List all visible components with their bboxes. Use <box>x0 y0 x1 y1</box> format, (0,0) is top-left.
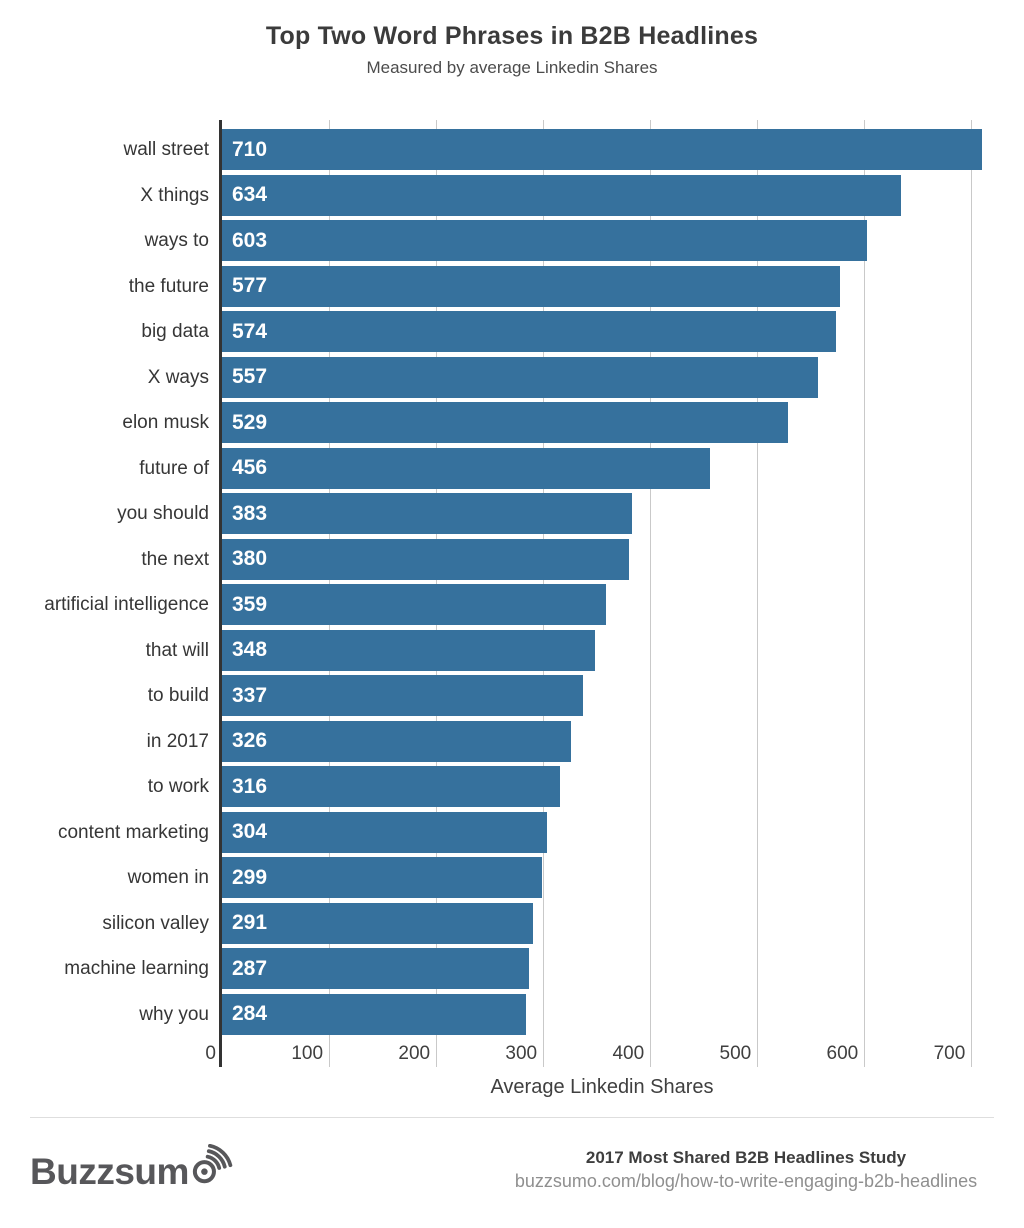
category-label: silicon valley <box>102 912 209 934</box>
logo-text: Buzzsum <box>30 1151 189 1192</box>
bar-value-label: 316 <box>232 774 268 798</box>
category-label: future of <box>139 457 209 479</box>
category-label: women in <box>127 867 209 888</box>
bar-value-label: 574 <box>232 319 268 343</box>
bar-value-label: 304 <box>232 820 268 844</box>
category-label: X ways <box>147 366 209 388</box>
bar: 287 <box>222 948 530 990</box>
gridline <box>970 120 972 1067</box>
study-title: 2017 Most Shared B2B Headlines Study <box>585 1148 907 1167</box>
x-tick-label: 400 <box>612 1043 645 1064</box>
bar-value-label: 359 <box>232 592 268 616</box>
chart-title: Top Two Word Phrases in B2B Headlines <box>265 22 759 50</box>
bar: 359 <box>222 584 607 626</box>
category-label: that will <box>145 639 209 661</box>
bar: 348 <box>222 629 595 671</box>
category-label: the next <box>141 548 209 570</box>
gridline <box>649 120 651 1067</box>
category-label: you should <box>117 503 209 524</box>
study-url: buzzsumo.com/blog/how-to-write-engaging-… <box>514 1171 978 1191</box>
bar-value-label: 284 <box>232 1002 268 1026</box>
x-tick-label: 0 <box>205 1043 216 1064</box>
broadcast-o-icon <box>190 1143 236 1191</box>
bar: 383 <box>222 493 632 535</box>
bar: 284 <box>222 993 526 1035</box>
bar-value-label: 383 <box>232 501 268 525</box>
footer-credit: 2017 Most Shared B2B Headlines Study buz… <box>466 1148 1024 1192</box>
category-label: the future <box>128 275 209 297</box>
bar: 529 <box>222 402 789 444</box>
bar: 304 <box>222 811 548 853</box>
bar-value-label: 380 <box>232 547 268 571</box>
bar: 316 <box>222 766 561 808</box>
bar-value-label: 299 <box>232 865 268 889</box>
category-label: in 2017 <box>146 730 209 752</box>
bar-value-label: 291 <box>232 911 268 935</box>
plot-area: 710 634 603 577 574 557 529 456 383 380 359 348 337 3… <box>219 120 982 1067</box>
bar: 299 <box>222 857 543 899</box>
x-tick-label: 100 <box>291 1043 324 1064</box>
bar: 291 <box>222 902 534 944</box>
x-tick-label: 200 <box>398 1043 431 1064</box>
bar: 603 <box>222 220 868 262</box>
category-label: X things <box>140 184 209 206</box>
category-label: artificial intelligence <box>44 594 209 615</box>
x-tick-label: 300 <box>505 1043 538 1064</box>
bar-value-label: 603 <box>232 228 268 252</box>
bar: 574 <box>222 311 837 353</box>
footer-divider <box>30 1117 994 1118</box>
category-label: why you <box>139 1003 209 1025</box>
category-label: to work <box>147 776 209 797</box>
bar-value-label: 634 <box>232 183 268 207</box>
bar-value-label: 337 <box>232 683 268 707</box>
bar-value-label: 710 <box>232 137 268 161</box>
x-tick-label: 600 <box>826 1043 859 1064</box>
category-label: to build <box>147 685 209 706</box>
bar: 710 <box>222 129 982 171</box>
x-tick-label: 700 <box>933 1043 966 1064</box>
category-labels: wall street X things ways to the future big … <box>0 127 209 1037</box>
bar: 456 <box>222 447 711 489</box>
bar: 557 <box>222 356 819 398</box>
category-label: elon musk <box>122 412 209 433</box>
bar: 326 <box>222 720 571 762</box>
x-tick-label: 500 <box>719 1043 752 1064</box>
category-label: big data <box>141 321 209 342</box>
bar-value-label: 557 <box>232 365 268 389</box>
category-label: machine learning <box>64 958 209 979</box>
category-label: ways to <box>144 230 209 251</box>
gridline <box>756 120 758 1067</box>
chart-subtitle: Measured by average Linkedin Shares <box>366 58 658 77</box>
bar: 577 <box>222 265 840 307</box>
gridline <box>863 120 865 1067</box>
buzzsumo-logo: Buzzsum <box>30 1143 236 1192</box>
bar-value-label: 529 <box>232 410 268 434</box>
bar: 380 <box>222 538 629 580</box>
x-axis-title: Average Linkedin Shares <box>490 1076 714 1098</box>
bar: 337 <box>222 675 583 717</box>
bar: 634 <box>222 174 901 216</box>
bar-value-label: 456 <box>232 456 268 480</box>
bar-value-label: 326 <box>232 729 268 753</box>
bar-value-label: 577 <box>232 274 268 298</box>
bar-value-label: 287 <box>232 956 268 980</box>
y-axis-line <box>219 120 222 1067</box>
category-label: wall street <box>123 139 209 160</box>
category-label: content marketing <box>57 821 209 843</box>
bar-value-label: 348 <box>232 638 268 662</box>
